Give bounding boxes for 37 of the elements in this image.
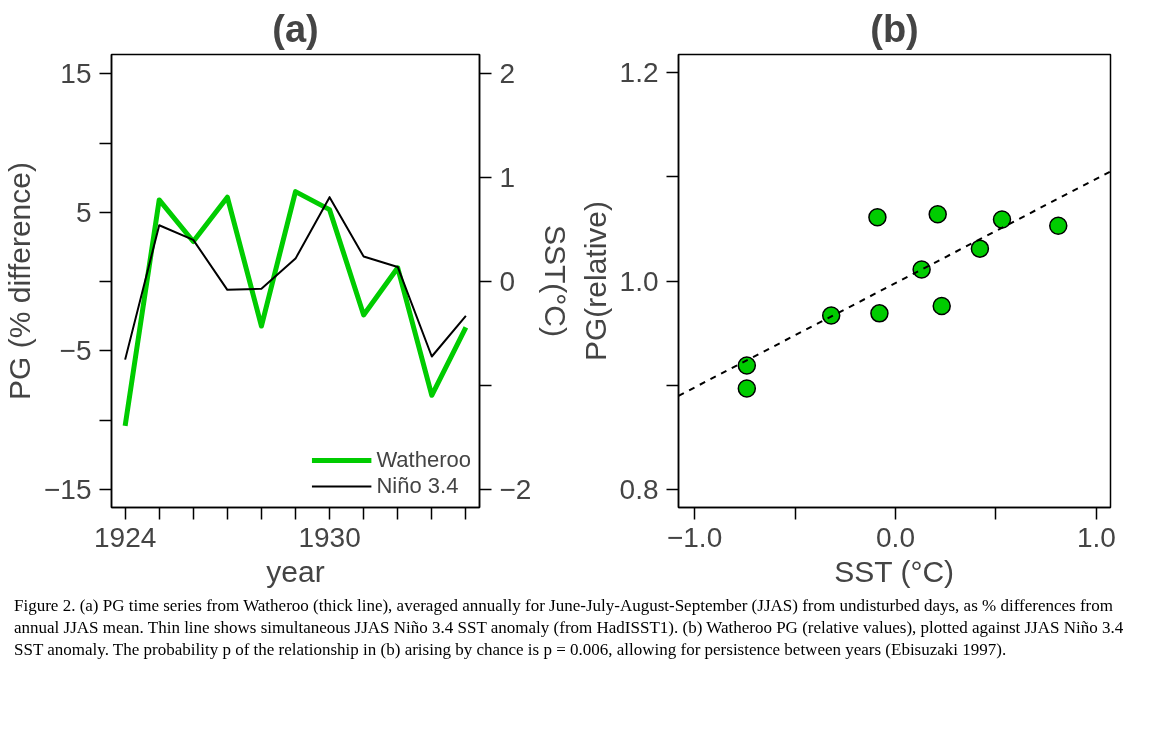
x-tick-label: 1924 xyxy=(93,521,157,553)
chart-title: (b) xyxy=(870,7,919,50)
y-tick-label: 1.0 xyxy=(619,265,659,297)
x-tick-label: 1.0 xyxy=(1076,521,1116,553)
caption: Figure 2. (a) PG time series from Watheroo (thick line), averaged annually for June-July-August-September (JJAS) from undisturbed days, as % differences from annual JJAS mean. Thin line shows simultaneous JJAS Niño 3.4 SST anomaly (from HadISST1). (b) Watheroo PG (relative values), plotted against JJAS Niño 3.4 SST anomaly. The probability p of the relationship in (b) arising by chance is p = 0.006, allowing for persistence between years (Ebisuzaki 1997). xyxy=(14,595,1125,662)
point xyxy=(737,379,757,398)
x-tick-label: 1930 xyxy=(298,521,361,553)
chart-title: (a) xyxy=(272,7,319,50)
point xyxy=(737,356,757,375)
point xyxy=(970,239,990,258)
y2-tick-label: 1 xyxy=(499,161,516,193)
x-axis-title: year xyxy=(266,554,325,588)
y2-axis-title: SST(°C) xyxy=(539,225,573,338)
y-tick-label: −15 xyxy=(44,473,92,505)
legend-label: Niño 3.4 xyxy=(376,473,459,499)
y-axis-title: PG (% difference) xyxy=(3,162,36,400)
y-tick-label: 0.8 xyxy=(619,474,659,506)
y-tick-label: 1.2 xyxy=(619,56,659,88)
point xyxy=(821,306,841,325)
y-tick-label: −5 xyxy=(59,335,92,367)
x-axis-title: SST (°C) xyxy=(834,554,955,588)
y-tick-label: 15 xyxy=(60,58,92,90)
point xyxy=(1049,216,1068,235)
y2-tick-label: −2 xyxy=(499,474,532,506)
y2-tick-label: 2 xyxy=(499,57,516,89)
point xyxy=(928,204,947,224)
point xyxy=(992,210,1012,229)
x-tick-label: −1.0 xyxy=(666,521,723,553)
point xyxy=(868,208,887,227)
y2-tick-label: 0 xyxy=(499,266,516,298)
y-axis-title: PG(relative) xyxy=(578,200,612,362)
y-tick-label: 5 xyxy=(75,196,92,228)
x-tick-label: 0.0 xyxy=(876,521,915,553)
legend-label: Watheroo xyxy=(376,447,471,473)
point xyxy=(870,304,889,323)
point xyxy=(932,296,951,316)
line-series xyxy=(124,196,467,361)
